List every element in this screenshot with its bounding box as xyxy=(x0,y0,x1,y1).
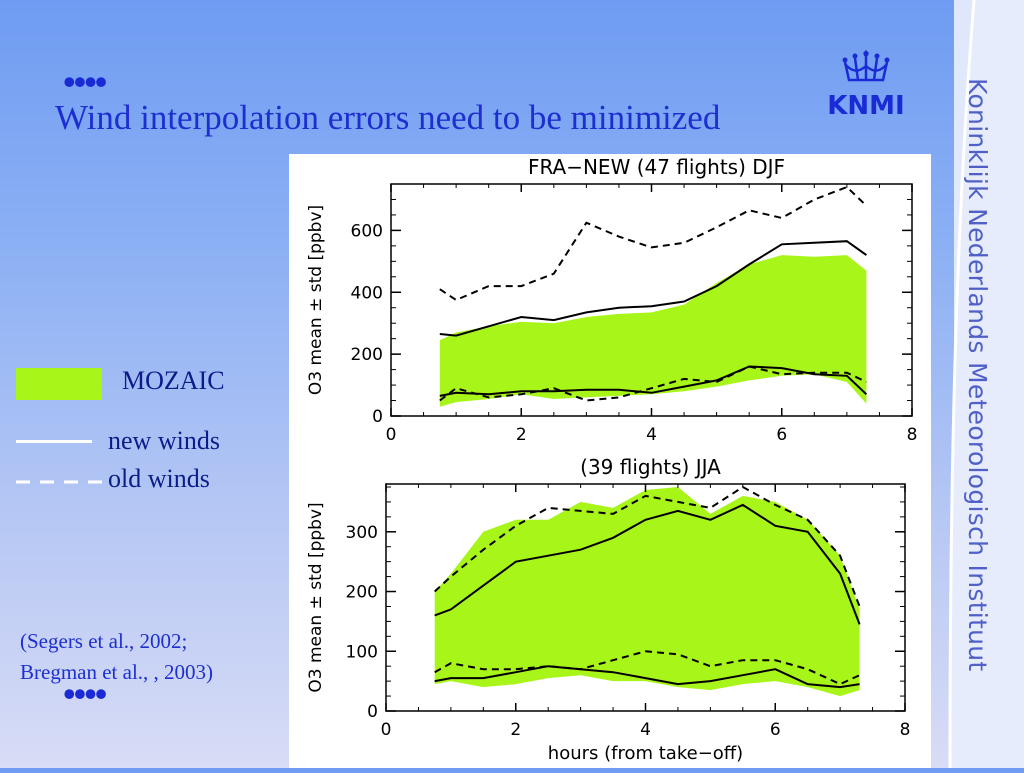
legend-mozaic-swatch xyxy=(16,368,102,400)
citation-line-1: (Segers et al., 2002; xyxy=(20,629,188,653)
new-winds-lower-line xyxy=(439,365,868,397)
chart-1: 0 2 4 6 8 0 200 400 600 FRA−NEW (47 flights) DJF O… xyxy=(306,155,917,445)
x-tick-label: 6 xyxy=(770,720,781,740)
knmi-logo: KNMI xyxy=(827,50,905,121)
knmi-logo-text: KNMI xyxy=(827,91,904,121)
x-tick-label: 4 xyxy=(640,720,651,740)
x-tick-label: 8 xyxy=(907,425,918,445)
y-tick-label: 0 xyxy=(372,407,383,427)
x-tick-label: 6 xyxy=(776,425,787,445)
legend-mozaic-label: MOZAIC xyxy=(122,366,225,395)
y-tick-label: 100 xyxy=(346,642,378,662)
legend-new-winds-line xyxy=(16,440,92,443)
chart-title: FRA−NEW (47 flights) DJF xyxy=(528,155,785,179)
old-winds-upper-line xyxy=(434,485,861,607)
sidebar-institute-name: Koninklijk Nederlands Meteorologisch Ins… xyxy=(963,78,992,672)
legend-old-winds-label: old winds xyxy=(108,464,210,493)
new-winds-upper-line xyxy=(434,503,861,625)
legend-old-winds-line xyxy=(16,480,102,484)
chart-2: 0 2 4 6 8 0 100 200 300 (39 flights) JJA O3 mean ±… xyxy=(306,455,910,764)
slide-title: Wind interpolation errors need to be min… xyxy=(55,98,721,137)
y-tick-label: 600 xyxy=(351,221,383,241)
old-winds-lower-line xyxy=(434,650,861,686)
x-tick-label: 0 xyxy=(386,425,397,445)
top-dots: •••• xyxy=(63,62,107,102)
new-winds-upper-line xyxy=(439,240,867,337)
y-tick-label: 300 xyxy=(346,523,378,543)
citation-line-2: Bregman et al., , 2003) xyxy=(20,660,214,684)
old-winds-upper-line xyxy=(439,185,868,302)
x-tick-label: 2 xyxy=(510,720,521,740)
y-axis-label: O3 mean ± std [ppbv] xyxy=(306,502,326,692)
sidebar-curve xyxy=(948,0,1024,768)
y-tick-label: 400 xyxy=(351,283,383,303)
y-tick-label: 200 xyxy=(346,583,378,603)
x-tick-label: 8 xyxy=(900,720,911,740)
x-tick-label: 2 xyxy=(516,425,527,445)
bottom-dots: •••• xyxy=(63,674,107,714)
new-winds-lower-line xyxy=(434,665,860,689)
mozaic-band xyxy=(439,255,867,407)
y-tick-label: 200 xyxy=(351,345,383,365)
citation: (Segers et al., 2002; Bregman et al., , … xyxy=(20,626,213,688)
legend-new-winds-label: new winds xyxy=(108,426,220,455)
chart-title: (39 flights) JJA xyxy=(580,455,721,479)
x-tick-label: 4 xyxy=(646,425,657,445)
x-tick-label: 0 xyxy=(381,720,392,740)
y-axis-label: O3 mean ± std [ppbv] xyxy=(306,205,326,395)
plot-panel: 0 2 4 6 8 0 200 400 600 FRA−NEW (47 flights) DJF O… xyxy=(289,154,931,768)
old-winds-lower-line xyxy=(439,365,867,402)
y-tick-label: 0 xyxy=(367,702,378,722)
mozaic-band xyxy=(434,487,860,697)
x-axis-label: hours (from take−off) xyxy=(548,743,743,764)
